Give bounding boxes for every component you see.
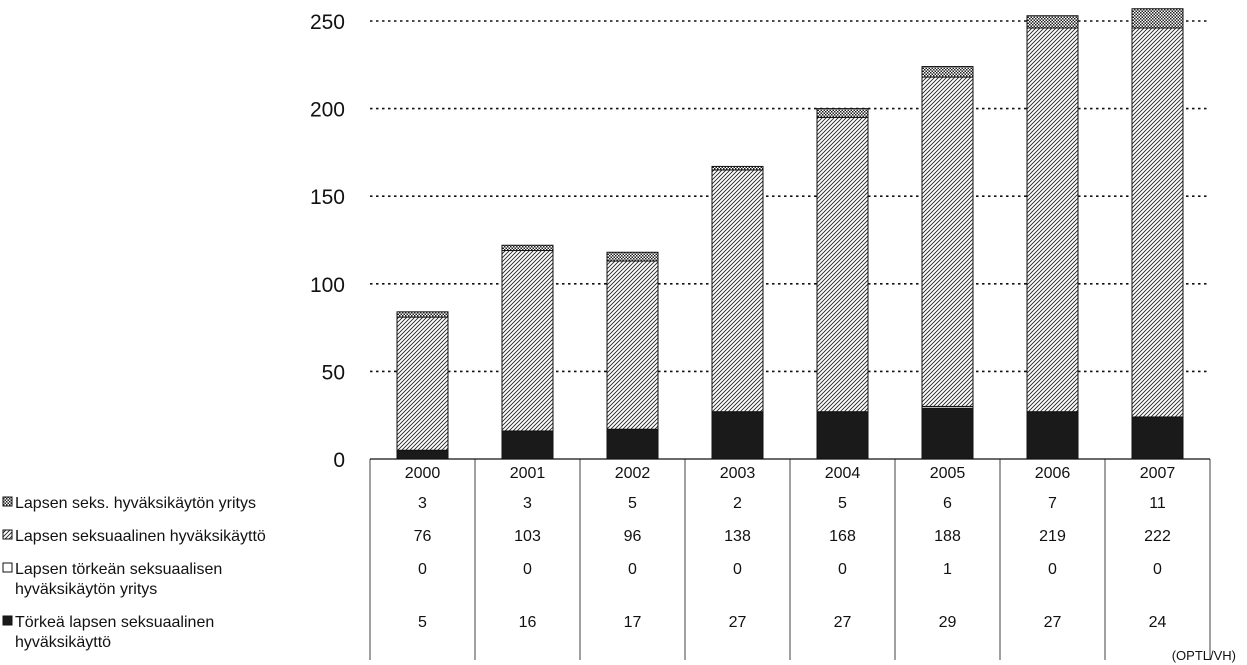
y-tick-label: 150 bbox=[310, 186, 345, 209]
table-cell-value: 27 bbox=[729, 614, 747, 631]
bar-segment-2003-series-0 bbox=[711, 411, 764, 460]
legend-swatch bbox=[2, 562, 13, 573]
bar-segment-2004-series-2 bbox=[816, 116, 869, 413]
table-cell-value: 5 bbox=[838, 495, 847, 512]
table-cell-value: 188 bbox=[934, 528, 961, 545]
bar-segment-2002-series-3 bbox=[606, 251, 659, 262]
legend-label: Lapsen seks. hyväksikäytön yritys bbox=[15, 495, 256, 512]
y-tick-label: 250 bbox=[310, 11, 345, 34]
table-cell-value: 3 bbox=[418, 495, 427, 512]
table-cell-value: 0 bbox=[523, 561, 532, 578]
table-cell-value: 222 bbox=[1144, 528, 1171, 545]
table-cell-value: 168 bbox=[829, 528, 856, 545]
bar-segment-2001-series-3 bbox=[501, 244, 554, 252]
table-cell-value: 138 bbox=[724, 528, 751, 545]
table-cell-value: 3 bbox=[523, 495, 532, 512]
table-cell-value: 0 bbox=[733, 561, 742, 578]
bar-segment-2002-series-2 bbox=[606, 260, 659, 430]
legend-label: Törkeä lapsen seksuaalinen bbox=[15, 614, 214, 631]
x-tick-label: 2006 bbox=[1035, 465, 1071, 482]
bar-segment-2005-series-0 bbox=[921, 407, 974, 460]
y-tick-label: 100 bbox=[310, 274, 345, 297]
table-cell-value: 76 bbox=[414, 528, 432, 545]
bar-segment-2001-series-0 bbox=[501, 430, 554, 460]
legend-label: hyväksikäytön yritys bbox=[15, 581, 157, 598]
bar-segment-2004-series-3 bbox=[816, 108, 869, 118]
table-cell-value: 96 bbox=[624, 528, 642, 545]
source-label: (OPTL/VH) bbox=[1172, 648, 1236, 663]
bar-segment-2000-series-0 bbox=[396, 449, 449, 460]
table-cell-value: 5 bbox=[628, 495, 637, 512]
y-tick-label: 50 bbox=[322, 361, 345, 384]
legend-swatch bbox=[2, 529, 13, 540]
legend-label: hyväksikäyttö bbox=[15, 634, 111, 651]
bar-segment-2006-series-2 bbox=[1026, 27, 1079, 413]
legend-label: Lapsen seksuaalinen hyväksikäyttö bbox=[15, 528, 266, 545]
x-tick-label: 2000 bbox=[405, 465, 441, 482]
legend-swatch bbox=[2, 615, 13, 626]
legend-label: Lapsen törkeän seksuaalisen bbox=[15, 561, 222, 578]
table-cell-value: 0 bbox=[1153, 561, 1162, 578]
y-tick-label: 200 bbox=[310, 99, 345, 122]
table-cell-value: 7 bbox=[1048, 495, 1057, 512]
x-tick-label: 2005 bbox=[930, 465, 966, 482]
table-cell-value: 6 bbox=[943, 495, 952, 512]
table-cell-value: 29 bbox=[939, 614, 957, 631]
x-tick-label: 2007 bbox=[1140, 465, 1176, 482]
table-cell-value: 103 bbox=[514, 528, 541, 545]
x-tick-label: 2002 bbox=[615, 465, 651, 482]
table-cell-value: 16 bbox=[519, 614, 537, 631]
bar-segment-2000-series-2 bbox=[396, 316, 449, 451]
bar-segment-2003-series-3 bbox=[711, 165, 764, 171]
table-cell-value: 11 bbox=[1149, 495, 1166, 512]
bar-segment-2005-series-2 bbox=[921, 76, 974, 407]
table-cell-value: 17 bbox=[624, 614, 642, 631]
bar-segment-2006-series-3 bbox=[1026, 15, 1079, 29]
legend-swatch bbox=[2, 496, 13, 507]
table-cell-value: 27 bbox=[834, 614, 852, 631]
table-cell-value: 1 bbox=[943, 561, 952, 578]
table-cell-value: 0 bbox=[1048, 561, 1057, 578]
table-cell-value: 24 bbox=[1149, 614, 1167, 631]
bar-segment-2002-series-0 bbox=[606, 428, 659, 460]
table-cell-value: 2 bbox=[733, 495, 742, 512]
table-cell-value: 27 bbox=[1044, 614, 1062, 631]
table-cell-value: 0 bbox=[628, 561, 637, 578]
bar-segment-2004-series-0 bbox=[816, 411, 869, 460]
bar-segment-2001-series-2 bbox=[501, 250, 554, 432]
y-tick-label: 0 bbox=[333, 449, 345, 472]
table-cell-value: 5 bbox=[418, 614, 427, 631]
bar-segment-2003-series-2 bbox=[711, 169, 764, 413]
bar-segment-2007-series-3 bbox=[1131, 8, 1184, 29]
x-tick-label: 2004 bbox=[825, 465, 861, 482]
bar-segment-2000-series-3 bbox=[396, 311, 449, 318]
table-cell-value: 0 bbox=[838, 561, 847, 578]
bar-segment-2005-series-3 bbox=[921, 66, 974, 78]
table-cell-value: 219 bbox=[1039, 528, 1066, 545]
table-cell-value: 0 bbox=[418, 561, 427, 578]
bar-segment-2007-series-0 bbox=[1131, 416, 1184, 460]
bar-segment-2007-series-2 bbox=[1131, 27, 1184, 418]
x-tick-label: 2001 bbox=[510, 465, 546, 482]
x-tick-label: 2003 bbox=[720, 465, 756, 482]
bar-segment-2006-series-0 bbox=[1026, 411, 1079, 460]
